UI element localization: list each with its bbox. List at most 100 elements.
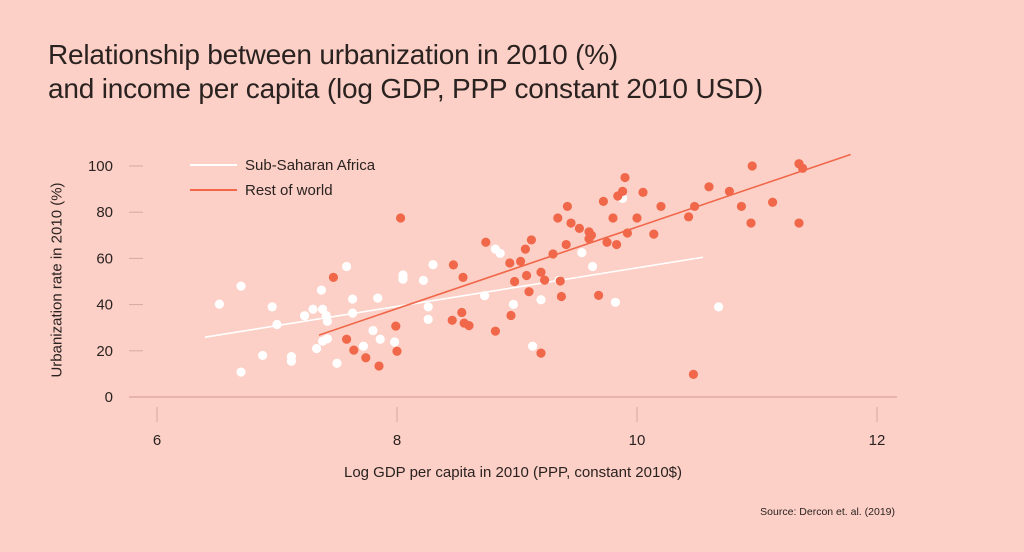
data-point-rest-of-world	[391, 321, 401, 331]
x-axis-label: Log GDP per capita in 2010 (PPP, constan…	[343, 464, 683, 481]
data-point-rest-of-world	[396, 213, 406, 223]
data-point-rest-of-world	[349, 345, 359, 355]
data-point-sub-saharan-africa	[358, 341, 368, 351]
data-point-sub-saharan-africa	[308, 304, 318, 314]
data-point-rest-of-world	[505, 258, 515, 268]
data-point-sub-saharan-africa	[610, 297, 621, 307]
data-point-sub-saharan-africa	[423, 302, 433, 312]
y-tick-label: 100	[88, 158, 113, 175]
trend-line-rest-of-world	[318, 153, 851, 336]
data-point-sub-saharan-africa	[312, 343, 322, 354]
data-point-sub-saharan-africa	[332, 358, 342, 368]
data-point-rest-of-world	[457, 307, 467, 318]
data-point-rest-of-world	[574, 223, 585, 233]
data-point-rest-of-world	[688, 369, 699, 379]
data-point-rest-of-world	[540, 275, 550, 285]
data-point-sub-saharan-africa	[508, 299, 518, 309]
data-point-rest-of-world	[536, 348, 546, 358]
data-point-rest-of-world	[536, 267, 546, 277]
y-tick-label: 0	[105, 389, 113, 406]
x-tick-label: 10	[629, 432, 646, 449]
data-point-sub-saharan-africa	[418, 275, 428, 285]
data-point-rest-of-world	[612, 239, 622, 250]
data-point-rest-of-world	[555, 276, 565, 286]
data-point-rest-of-world	[509, 276, 520, 287]
legend-label-rest-of-world: Rest of world	[245, 182, 333, 199]
data-point-rest-of-world	[561, 239, 571, 250]
data-point-rest-of-world	[548, 249, 558, 259]
data-point-rest-of-world	[361, 353, 371, 363]
data-point-rest-of-world	[632, 213, 642, 223]
y-axis-label: Urbanization rate in 2010 (%)	[48, 182, 66, 378]
data-point-sub-saharan-africa	[368, 325, 378, 336]
data-point-rest-of-world	[656, 201, 666, 212]
chart-title-line-2: and income per capita (log GDP, PPP cons…	[48, 73, 764, 104]
data-point-rest-of-world	[608, 213, 618, 223]
data-point-rest-of-world	[684, 212, 694, 222]
y-tick-label: 20	[96, 343, 113, 360]
x-tick-label: 8	[393, 432, 401, 449]
data-point-rest-of-world	[618, 186, 628, 197]
data-point-rest-of-world	[798, 163, 808, 173]
data-point-rest-of-world	[328, 272, 338, 282]
data-point-rest-of-world	[794, 218, 804, 228]
data-point-rest-of-world	[522, 270, 532, 281]
data-point-rest-of-world	[620, 172, 630, 183]
data-point-rest-of-world	[490, 326, 500, 336]
data-point-sub-saharan-africa	[236, 281, 246, 291]
data-point-sub-saharan-africa	[536, 295, 546, 305]
data-point-sub-saharan-africa	[480, 290, 490, 301]
data-point-rest-of-world	[724, 186, 735, 197]
data-point-rest-of-world	[746, 218, 756, 228]
data-point-rest-of-world	[598, 196, 609, 206]
data-point-sub-saharan-africa	[375, 334, 385, 344]
data-point-rest-of-world	[447, 315, 457, 325]
data-point-sub-saharan-africa	[398, 274, 408, 284]
legend-label-sub-saharan-africa: Sub-Saharan Africa	[245, 157, 376, 174]
data-point-rest-of-world	[342, 334, 352, 344]
data-point-rest-of-world	[586, 230, 597, 240]
data-point-sub-saharan-africa	[342, 261, 352, 272]
data-point-rest-of-world	[524, 287, 534, 297]
data-point-sub-saharan-africa	[236, 367, 246, 377]
axes: 0 20 40 60 80 100 6 8 10 12	[88, 158, 897, 449]
data-point-rest-of-world	[566, 218, 576, 228]
data-point-sub-saharan-africa	[588, 261, 598, 272]
data-points	[214, 159, 808, 379]
data-point-rest-of-world	[747, 161, 757, 171]
data-point-sub-saharan-africa	[714, 302, 724, 312]
data-point-sub-saharan-africa	[373, 293, 383, 303]
data-point-sub-saharan-africa	[316, 285, 326, 295]
trend-line-sub-saharan-africa	[204, 256, 704, 338]
data-point-sub-saharan-africa	[286, 356, 296, 366]
data-point-rest-of-world	[736, 201, 747, 212]
data-point-rest-of-world	[448, 260, 458, 270]
data-point-rest-of-world	[464, 321, 474, 331]
data-point-sub-saharan-africa	[495, 248, 505, 258]
legend: Sub-Saharan Africa Rest of world	[190, 157, 376, 199]
data-point-rest-of-world	[594, 290, 604, 300]
data-point-sub-saharan-africa	[214, 299, 224, 309]
data-point-rest-of-world	[374, 361, 384, 371]
chart-title: Relationship between urbanization in 201…	[48, 38, 763, 106]
data-point-rest-of-world	[506, 310, 516, 321]
chart-title-line-1: Relationship between urbanization in 201…	[48, 39, 619, 70]
data-point-rest-of-world	[638, 187, 648, 197]
data-point-rest-of-world	[458, 272, 468, 282]
data-point-sub-saharan-africa	[272, 319, 282, 330]
data-point-rest-of-world	[553, 213, 563, 223]
data-point-sub-saharan-africa	[577, 248, 587, 258]
data-point-rest-of-world	[622, 228, 633, 238]
data-point-sub-saharan-africa	[390, 337, 400, 347]
data-point-rest-of-world	[690, 201, 700, 212]
data-point-sub-saharan-africa	[348, 294, 358, 304]
y-tick-label: 80	[96, 204, 113, 221]
data-point-sub-saharan-africa	[322, 316, 332, 326]
data-point-rest-of-world	[562, 201, 573, 212]
x-tick-label: 6	[153, 432, 161, 449]
data-point-sub-saharan-africa	[258, 350, 268, 361]
data-point-rest-of-world	[481, 237, 491, 247]
data-point-rest-of-world	[520, 244, 531, 254]
data-point-sub-saharan-africa	[322, 334, 332, 344]
